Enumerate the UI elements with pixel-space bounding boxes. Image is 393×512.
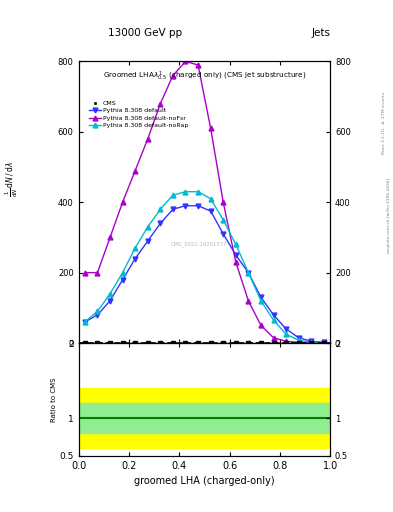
X-axis label: groomed LHA (charged-only): groomed LHA (charged-only): [134, 476, 275, 486]
Y-axis label: Ratio to CMS: Ratio to CMS: [51, 377, 57, 421]
Text: mcplots.cern.ch [arXiv:1306.3436]: mcplots.cern.ch [arXiv:1306.3436]: [387, 178, 391, 252]
Text: CMS_2021-19201577: CMS_2021-19201577: [171, 242, 228, 247]
Legend: CMS, Pythia 8.308 default, Pythia 8.308 default-noFsr, Pythia 8.308 default-noRa: CMS, Pythia 8.308 default, Pythia 8.308 …: [87, 98, 191, 131]
Text: $\frac{1}{\mathrm{d}N}\,\mathrm{d}N\,/\,\mathrm{d}\lambda$: $\frac{1}{\mathrm{d}N}\,\mathrm{d}N\,/\,…: [4, 161, 20, 197]
Text: Rivet 3.1.10, $\geq$ 2.7M events: Rivet 3.1.10, $\geq$ 2.7M events: [380, 91, 387, 155]
Text: Jets: Jets: [311, 28, 330, 38]
Text: 13000 GeV pp: 13000 GeV pp: [108, 28, 182, 38]
Text: Groomed LHA$\lambda^{1}_{0.5}$ (charged only) (CMS jet substructure): Groomed LHA$\lambda^{1}_{0.5}$ (charged …: [103, 70, 306, 83]
